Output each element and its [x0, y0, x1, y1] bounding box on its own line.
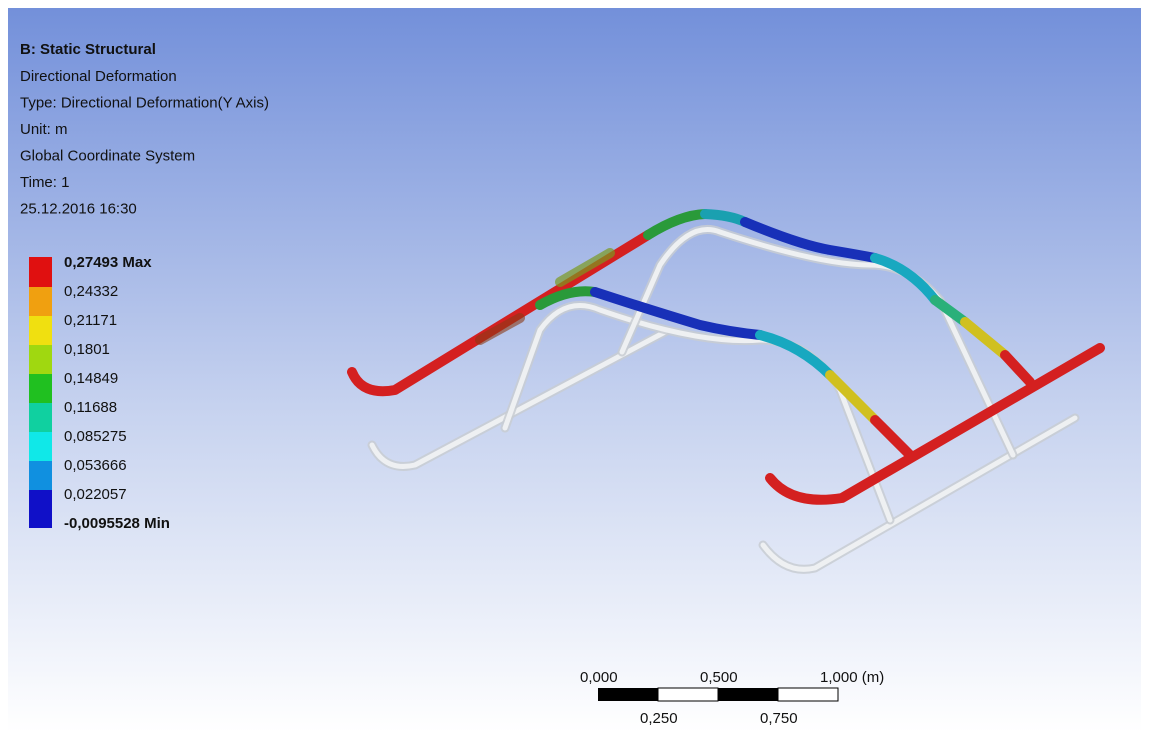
- scale-segment: [598, 688, 658, 701]
- legend-swatch: [29, 461, 52, 490]
- scale-label: 0,750: [760, 710, 798, 727]
- scale-label: 0,000: [580, 669, 618, 686]
- legend-swatch: [29, 287, 52, 316]
- legend-label: 0,27493 Max: [64, 254, 152, 271]
- title: B: Static Structural: [20, 41, 156, 58]
- legend-swatch: [29, 374, 52, 403]
- legend-label: -0,0095528 Min: [64, 515, 170, 532]
- scale-label: 0,250: [640, 710, 678, 727]
- legend-label: 0,24332: [64, 283, 118, 300]
- header-line: 25.12.2016 16:30: [20, 201, 137, 218]
- scale-segment: [718, 688, 778, 701]
- header-line: Type: Directional Deformation(Y Axis): [20, 95, 269, 112]
- scale-label: 0,500: [700, 669, 738, 686]
- scale-bar: [598, 688, 838, 701]
- legend-swatch: [29, 432, 52, 461]
- header-line: Unit: m: [20, 121, 68, 138]
- legend-label: 0,053666: [64, 457, 127, 474]
- legend-swatch: [29, 316, 52, 345]
- header-line: Global Coordinate System: [20, 148, 195, 165]
- legend-swatch: [29, 257, 52, 287]
- legend-swatch: [29, 490, 52, 528]
- scale-label: 1,000 (m): [820, 669, 884, 686]
- legend-label: 0,085275: [64, 428, 127, 445]
- legend-label: 0,11688: [64, 399, 117, 416]
- legend-swatch: [29, 403, 52, 432]
- scale-segment: [778, 688, 838, 701]
- legend-label: 0,14849: [64, 370, 118, 387]
- screenshot: B: Static Structural Directional Deforma…: [0, 0, 1149, 742]
- legend-label: 0,022057: [64, 486, 127, 503]
- header-line: Directional Deformation: [20, 68, 177, 85]
- legend-swatch: [29, 345, 52, 374]
- scale-segment: [658, 688, 718, 701]
- legend-label: 0,21171: [64, 312, 117, 329]
- header-line: Time: 1: [20, 174, 69, 191]
- legend-label: 0,1801: [64, 341, 110, 358]
